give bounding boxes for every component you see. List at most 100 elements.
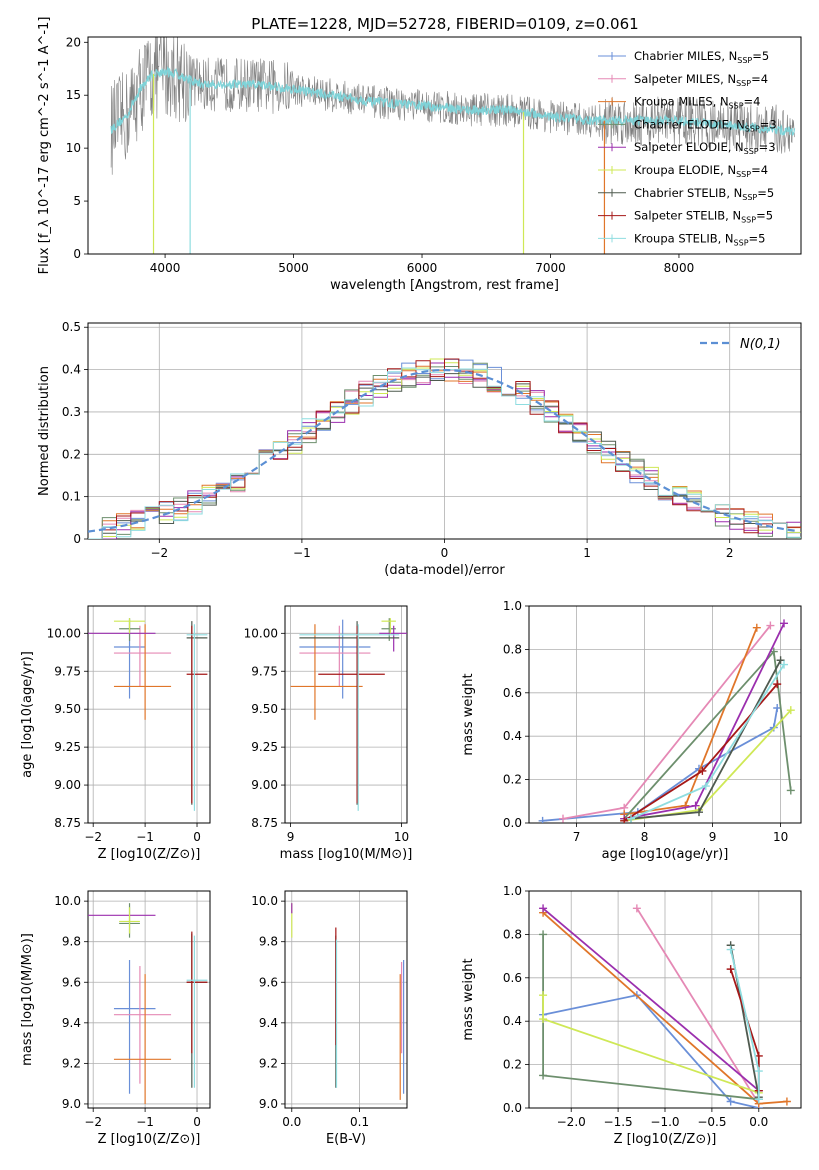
- legend-model-name: Chabrier STELIB, N: [634, 186, 742, 200]
- x-tick-label: 7: [573, 830, 581, 844]
- spectrum-model-line: [110, 65, 796, 137]
- mass-weight-series: [627, 656, 785, 823]
- legend-ssp-subscript: SSP: [736, 170, 751, 179]
- residual-histogram-step: [88, 367, 801, 539]
- series-point-marker: [786, 706, 795, 715]
- y-tick-label: 9.2: [62, 1056, 81, 1070]
- errorbar: [186, 625, 208, 804]
- residuals-ticks: −2 −1 0 1 2 0 0.1 0.2 0.3 0.4 0.5: [62, 320, 734, 560]
- age_vs_Z-ylabel: age [log10(age/yr)]: [20, 651, 35, 778]
- y-tick-label: 9.00: [54, 778, 81, 792]
- mass_weight_vs_age-ylabel: mass weight: [461, 673, 476, 755]
- legend-gaussian-label: N(0,1): [740, 337, 781, 352]
- residuals-panel: −2 −1 0 1 2 0 0.1 0.2 0.3 0.4 0.5 (data-model)/erro…: [37, 320, 802, 578]
- legend-ssp-subscript: SSP: [745, 124, 760, 133]
- legend-entry-label: Chabrier MILES, NSSP=5: [634, 49, 769, 65]
- legend-nssp-value: =3: [759, 140, 776, 154]
- mass_weight_vs_age-plot-area: [538, 619, 795, 823]
- x-tick-label: 9: [287, 830, 295, 844]
- mass_vs_ebv-grid: [285, 891, 407, 1108]
- mass_weight_vs_Z-panel: −2.0 −1.5 −1.0 −0.5 0.0 0.0 0.2 0.4 0.6 0.8 1.0 Z […: [461, 884, 802, 1147]
- x-tick-label: −1.5: [604, 1115, 633, 1129]
- mass_vs_ebv-panel: 0.0 0.1 9.0 9.2 9.4 9.6 9.8 10.0 E(B-V): [251, 890, 408, 1147]
- y-tick-label: 9.8: [259, 935, 278, 949]
- legend-nssp-value: =3: [760, 117, 777, 131]
- y-tick-label: 0.2: [503, 1058, 522, 1072]
- age_vs_Z-plot-area: [88, 618, 208, 811]
- y-tick-label: 10.00: [47, 626, 81, 640]
- legend-nssp-value: =4: [744, 95, 761, 109]
- mass-weight-series: [539, 991, 763, 1097]
- y-tick-label: 9.75: [54, 664, 81, 678]
- mass_vs_ebv-xlabel: E(B-V): [326, 1132, 366, 1147]
- series-point-marker: [776, 656, 785, 665]
- mass_vs_Z-axes-frame: [87, 890, 211, 1109]
- x-tick-label: 6000: [407, 261, 438, 275]
- errorbar: [113, 625, 172, 687]
- y-tick-label: 9.25: [251, 740, 278, 754]
- age_vs_Z-panel: −2 −1 0 8.75 9.00 9.25 9.50 9.75 10.00 Z [log10(Z…: [20, 605, 211, 862]
- mass-weight-series: [726, 965, 763, 1095]
- y-tick-label: 0: [73, 247, 81, 261]
- residuals-ylabel: Normed distribution: [37, 366, 52, 496]
- legend-nssp-value: =5: [749, 231, 766, 245]
- errorbar: [113, 618, 146, 634]
- mass-weight-series: [620, 623, 761, 819]
- y-tick-label: 0.8: [503, 642, 522, 656]
- legend-model-name: Salpeter STELIB, N: [634, 209, 741, 223]
- age_vs_mass-plot-area: [290, 618, 407, 811]
- mass_weight_vs_age-xlabel: age [log10(age/yr)]: [602, 847, 729, 862]
- legend-ssp-subscript: SSP: [736, 79, 751, 88]
- y-tick-label: 9.6: [62, 975, 81, 989]
- x-tick-label: 0: [193, 830, 201, 844]
- y-tick-label: 0: [73, 532, 81, 546]
- age_vs_Z-ticks: −2 −1 0 8.75 9.00 9.25 9.50 9.75 10.00: [47, 626, 201, 844]
- y-tick-label: 0.2: [62, 447, 81, 461]
- series-point-marker: [701, 782, 710, 791]
- series-point-marker: [766, 621, 775, 630]
- legend-ssp-subscript: SSP: [734, 238, 749, 247]
- legend-ssp-subscript: SSP: [729, 102, 744, 111]
- y-tick-label: 9.6: [259, 975, 278, 989]
- y-tick-label: 0.0: [503, 1101, 522, 1115]
- legend-nssp-value: =4: [751, 163, 768, 177]
- series-point-marker: [539, 904, 548, 913]
- y-tick-label: 0.0: [503, 816, 522, 830]
- y-tick-label: 0.6: [503, 686, 522, 700]
- errorbar: [381, 618, 396, 634]
- x-tick-label: −2: [84, 830, 102, 844]
- legend-entry-label: Salpeter STELIB, NSSP=5: [634, 209, 773, 225]
- age_vs_mass-grid: [285, 606, 407, 824]
- legend-nssp-value: =5: [757, 186, 774, 200]
- series-line: [562, 624, 772, 820]
- y-tick-label: 0.4: [62, 363, 81, 377]
- y-tick-label: 10.00: [244, 626, 278, 640]
- x-tick-label: −2: [150, 546, 168, 560]
- series-point-marker: [539, 1071, 548, 1080]
- series-line: [623, 649, 792, 820]
- y-tick-label: 0.8: [503, 927, 522, 941]
- y-tick-label: 1.0: [503, 884, 522, 898]
- errorbar: [379, 625, 407, 652]
- legend-nssp-value: =5: [752, 49, 769, 63]
- series-point-marker: [773, 680, 782, 689]
- y-tick-label: 9.50: [251, 702, 278, 716]
- mass_vs_ebv-ticks: 0.0 0.1 9.0 9.2 9.4 9.6 9.8 10.0: [251, 894, 369, 1129]
- series-point-marker: [698, 766, 707, 775]
- mass_weight_vs_age-ticks: 7 8 9 10 0.0 0.2 0.4 0.6 0.8 1.0: [503, 599, 788, 844]
- series-point-marker: [539, 991, 548, 1000]
- residual-histogram-step: [88, 358, 801, 539]
- series-point-marker: [754, 1095, 763, 1104]
- y-tick-label: 9.4: [259, 1016, 278, 1030]
- errorbar: [113, 959, 156, 1094]
- y-tick-label: 9.4: [62, 1016, 81, 1030]
- y-tick-label: 15: [66, 88, 81, 102]
- errorbar: [290, 624, 363, 720]
- x-tick-label: −1: [293, 546, 311, 560]
- x-tick-label: −1: [136, 1115, 154, 1129]
- errorbar: [113, 966, 172, 1084]
- series-point-marker: [632, 904, 641, 913]
- errorbar: [119, 907, 140, 934]
